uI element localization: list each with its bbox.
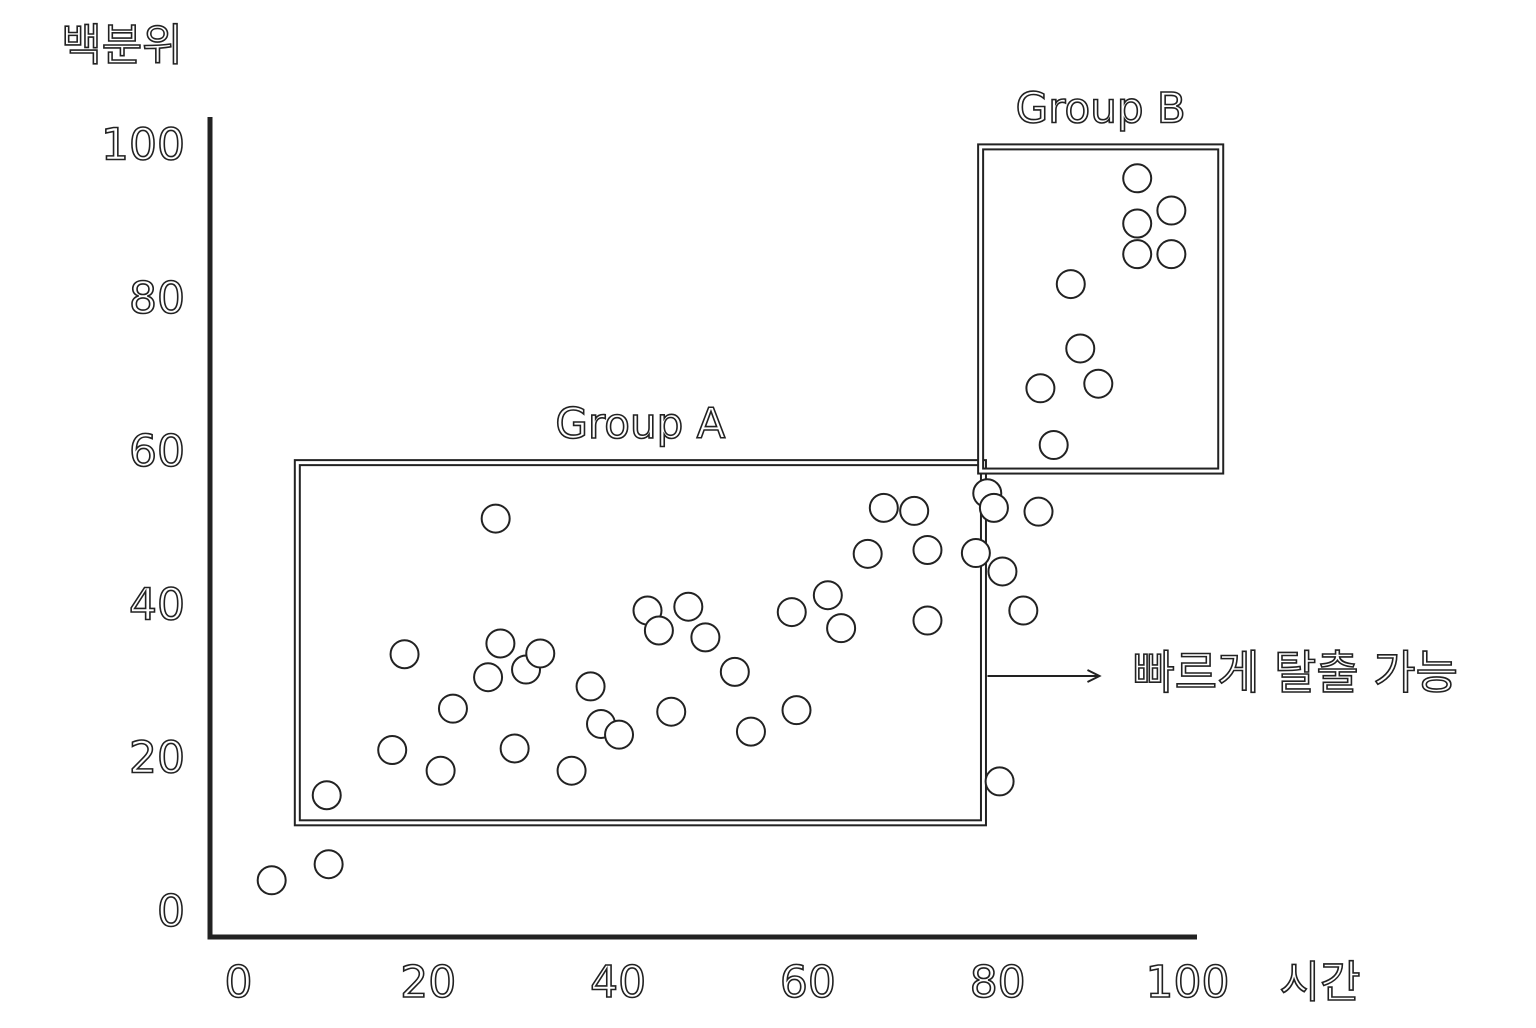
point: [656, 696, 687, 727]
y-axis-label: 백분위: [61, 20, 182, 71]
x-axis-label: 시간: [1280, 957, 1361, 1008]
point: [1122, 163, 1153, 194]
y-tick-label: 0: [157, 886, 185, 937]
region-box-inner: [295, 461, 985, 825]
point: [912, 534, 943, 565]
point: [812, 580, 843, 611]
point: [480, 503, 511, 534]
y-tick-label: 60: [129, 426, 185, 477]
point: [1122, 239, 1153, 270]
point: [256, 865, 287, 896]
point: [1122, 208, 1153, 239]
region-label: Group B: [1016, 83, 1186, 132]
region-label: Group A: [555, 399, 725, 448]
point: [852, 538, 883, 569]
point: [978, 492, 1009, 523]
point: [1065, 333, 1096, 364]
x-tick-label: 40: [590, 957, 646, 1008]
point: [485, 628, 516, 659]
annotation: 빠르게 탈출 가능: [1132, 646, 1457, 700]
y-tick-label: 40: [129, 579, 185, 630]
point: [1156, 239, 1187, 270]
point: [1083, 368, 1114, 399]
point: [912, 605, 943, 636]
point: [960, 538, 991, 569]
point: [899, 495, 930, 526]
point: [1023, 496, 1054, 527]
point: [313, 849, 344, 880]
point: [984, 766, 1015, 797]
region-box-inner: [979, 145, 1223, 473]
point: [826, 613, 857, 644]
point: [673, 591, 704, 622]
x-tick-label: 100: [1146, 957, 1230, 1008]
point: [377, 735, 408, 766]
point: [389, 639, 420, 670]
y-tick-label: 80: [129, 273, 185, 324]
point: [1055, 269, 1086, 300]
x-tick-label: 0: [224, 957, 252, 1008]
point: [575, 671, 606, 702]
point: [776, 597, 807, 628]
point: [311, 780, 342, 811]
y-tick-label: 20: [129, 733, 185, 784]
point: [556, 755, 587, 786]
point: [987, 556, 1018, 587]
axis-inner: [213, 117, 1197, 934]
axis: [207, 117, 1197, 940]
point: [473, 662, 504, 693]
point: [525, 638, 556, 669]
x-tick-label: 60: [780, 957, 836, 1008]
point: [643, 615, 674, 646]
point: [735, 716, 766, 747]
point: [437, 693, 468, 724]
point: [719, 656, 750, 687]
point: [690, 622, 721, 653]
y-tick-label: 100: [101, 120, 185, 171]
annotation-arrow: [987, 669, 1102, 683]
x-tick-label: 20: [400, 957, 456, 1008]
point: [604, 719, 635, 750]
point: [425, 755, 456, 786]
point: [1156, 195, 1187, 226]
point: [499, 733, 530, 764]
x-tick-label: 80: [970, 957, 1026, 1008]
point: [1025, 373, 1056, 404]
point: [868, 492, 899, 523]
point: [781, 695, 812, 726]
point: [1008, 595, 1039, 626]
point: [1038, 430, 1069, 460]
region-box: [977, 143, 1225, 475]
